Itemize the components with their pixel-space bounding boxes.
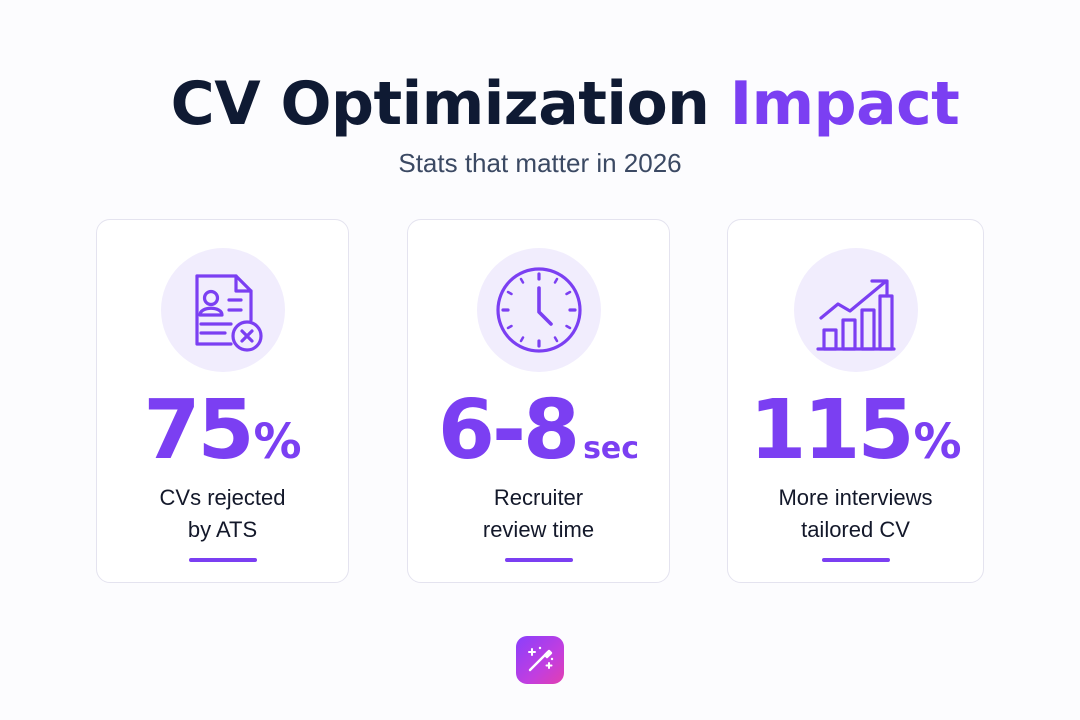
stat-card-interviews: 115% More interviews tailored CV — [727, 219, 984, 583]
stat-card-review-time: 6-8 sec Recruiter review time — [407, 219, 670, 583]
page-title: CV Optimization Impact — [0, 68, 1080, 140]
stat-card-ats-rejection: 75% CVs rejected by ATS — [96, 219, 349, 583]
stat-value: 75% — [143, 383, 302, 478]
page-subtitle: Stats that matter in 2026 — [398, 148, 682, 178]
stat-label: More interviews tailored CV — [778, 485, 933, 542]
growth-chart-icon — [793, 248, 918, 372]
accent-underline — [188, 558, 257, 562]
title-accent: Impact — [729, 69, 960, 139]
stat-value: 6-8 sec — [437, 383, 640, 478]
accent-underline — [504, 558, 573, 562]
stat-label: Recruiter review time — [482, 485, 595, 542]
magic-wand-icon — [516, 636, 564, 684]
stat-value: 115% — [749, 383, 962, 478]
title-main: CV Optimization — [170, 69, 710, 139]
clock-icon — [476, 248, 601, 372]
stat-label: CVs rejected by ATS — [159, 485, 286, 542]
document-reject-icon — [160, 248, 285, 372]
accent-underline — [821, 558, 890, 562]
